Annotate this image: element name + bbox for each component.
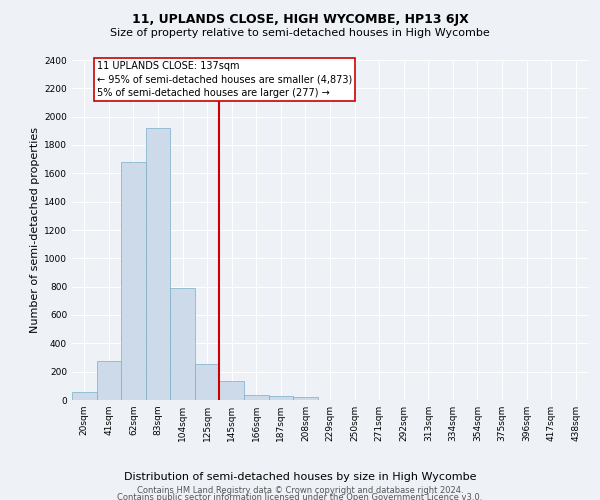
Text: 11 UPLANDS CLOSE: 137sqm
← 95% of semi-detached houses are smaller (4,873)
5% of: 11 UPLANDS CLOSE: 137sqm ← 95% of semi-d… (97, 62, 352, 98)
Bar (97, 361, 121, 400)
Bar (121, 162, 146, 400)
Bar (220, 381, 244, 400)
Bar (72, 392, 97, 400)
Text: Size of property relative to semi-detached houses in High Wycombe: Size of property relative to semi-detach… (110, 28, 490, 38)
Bar (293, 397, 318, 400)
Bar (170, 288, 195, 400)
Text: Contains HM Land Registry data © Crown copyright and database right 2024.: Contains HM Land Registry data © Crown c… (137, 486, 463, 495)
Bar (146, 128, 170, 400)
Text: Distribution of semi-detached houses by size in High Wycombe: Distribution of semi-detached houses by … (124, 472, 476, 482)
Bar (244, 395, 269, 400)
Text: 11, UPLANDS CLOSE, HIGH WYCOMBE, HP13 6JX: 11, UPLANDS CLOSE, HIGH WYCOMBE, HP13 6J… (131, 12, 469, 26)
Y-axis label: Number of semi-detached properties: Number of semi-detached properties (30, 127, 40, 333)
Bar (269, 396, 293, 400)
Text: Contains public sector information licensed under the Open Government Licence v3: Contains public sector information licen… (118, 494, 482, 500)
Bar (195, 364, 220, 400)
